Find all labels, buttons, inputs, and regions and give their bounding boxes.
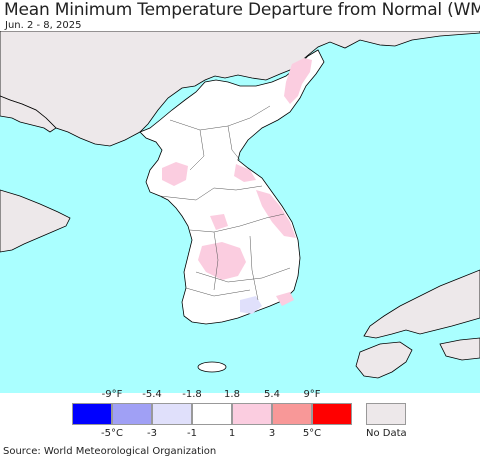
kyushu bbox=[355, 341, 413, 379]
legend-f-tick: 9°F bbox=[303, 389, 321, 400]
date-range: Jun. 2 - 8, 2025 bbox=[5, 20, 82, 31]
legend-swatch bbox=[72, 403, 112, 425]
legend-swatch bbox=[152, 403, 192, 425]
legend-c-tick: 3 bbox=[268, 428, 276, 439]
legend-swatch bbox=[232, 403, 272, 425]
legend-f-tick: -5.4 bbox=[142, 389, 162, 400]
legend-nodata-label: No Data bbox=[366, 428, 407, 439]
legend-f-tick: 5.4 bbox=[264, 389, 280, 400]
legend-c-tick: 1 bbox=[228, 428, 236, 439]
legend-c-tick: -5°C bbox=[101, 428, 123, 439]
source-credit: Source: World Meteorological Organizatio… bbox=[3, 446, 217, 457]
anomaly-south-coast bbox=[276, 292, 294, 306]
legend-swatch bbox=[192, 403, 232, 425]
province-borders bbox=[159, 105, 291, 301]
temperature-map bbox=[0, 31, 480, 393]
legend-c-tick: -3 bbox=[147, 428, 157, 439]
legend-swatch bbox=[112, 403, 152, 425]
legend-c-tick: 5°C bbox=[302, 428, 322, 439]
shikoku bbox=[439, 337, 480, 361]
anomaly-nw bbox=[162, 162, 188, 186]
japan-landmass bbox=[363, 269, 480, 339]
legend-c-tick: -1 bbox=[187, 428, 197, 439]
liaodong-peninsula bbox=[0, 95, 57, 133]
anomaly-ne-coast bbox=[284, 58, 312, 104]
map-title: Mean Minimum Temperature Departure from … bbox=[4, 0, 480, 20]
anomaly-east-coast bbox=[256, 190, 296, 238]
legend-swatch bbox=[272, 403, 312, 425]
legend-nodata-swatch bbox=[366, 403, 406, 425]
korean-peninsula bbox=[139, 49, 325, 325]
legend-f-tick: 1.8 bbox=[224, 389, 240, 400]
jeju-island bbox=[197, 361, 227, 373]
anomaly-east-bay bbox=[234, 164, 256, 182]
legend-f-tick: -1.8 bbox=[182, 389, 202, 400]
shandong-peninsula bbox=[0, 189, 71, 253]
china-russia-landmass bbox=[0, 31, 480, 147]
legend-swatch bbox=[312, 403, 352, 425]
anomaly-cool-south bbox=[240, 296, 262, 314]
anomaly-west bbox=[210, 214, 228, 230]
legend-f-tick: -9°F bbox=[101, 389, 123, 400]
anomaly-central bbox=[198, 242, 246, 280]
